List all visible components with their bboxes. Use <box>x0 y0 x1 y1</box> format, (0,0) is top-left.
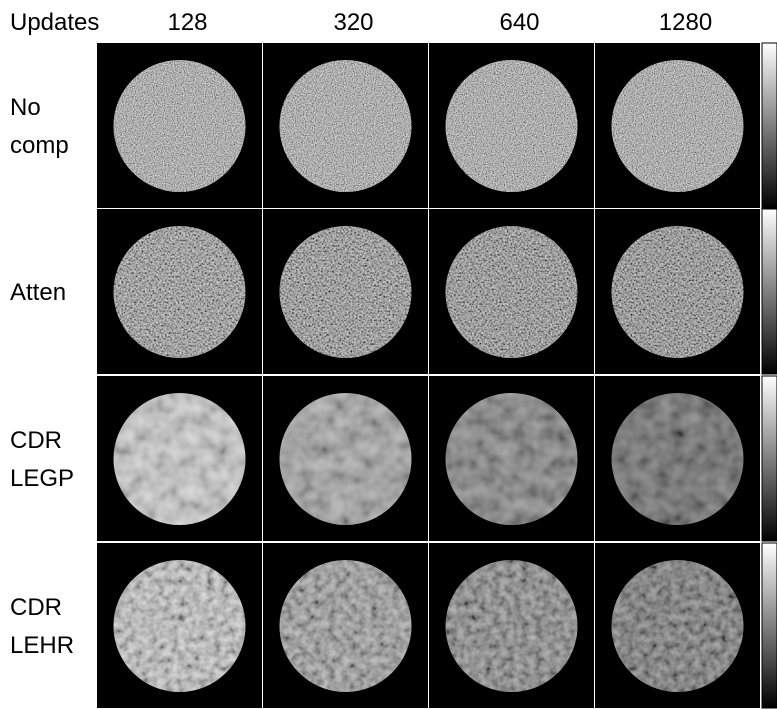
image-noise <box>612 393 744 525</box>
image-noise <box>114 560 246 692</box>
colorbar <box>762 209 777 374</box>
row-label: comp <box>10 132 69 159</box>
column-label: 320 <box>333 9 373 36</box>
image-noise <box>280 560 412 692</box>
image-noise <box>114 226 246 358</box>
row-label: No <box>10 94 41 121</box>
figure: Updates 128 320 640 1280 No comp Atten CDR LEGP C… <box>0 0 777 709</box>
image-noise <box>446 226 578 358</box>
image-grid: Updates 128 320 640 1280 No comp Atten CDR LEGP C… <box>0 0 777 709</box>
image-noise <box>280 393 412 525</box>
image-noise <box>446 393 578 525</box>
image-noise <box>446 560 578 692</box>
image-noise <box>114 60 246 192</box>
column-label: 640 <box>499 9 539 36</box>
colorbar <box>762 376 777 541</box>
colorbar <box>762 43 777 208</box>
image-noise <box>446 60 578 192</box>
row-label: LEHR <box>10 632 74 659</box>
row-label: CDR <box>10 594 62 621</box>
colorbar <box>762 543 777 708</box>
image-noise <box>114 393 246 525</box>
column-label: 128 <box>167 9 207 36</box>
image-noise <box>612 226 744 358</box>
column-label: 1280 <box>659 9 712 36</box>
row-label: CDR <box>10 427 62 454</box>
image-noise <box>612 60 744 192</box>
image-noise <box>280 60 412 192</box>
row-label: LEGP <box>10 465 74 492</box>
header-label: Updates <box>10 9 99 36</box>
image-noise <box>280 226 412 358</box>
row-label: Atten <box>10 279 66 306</box>
image-noise <box>612 560 744 692</box>
